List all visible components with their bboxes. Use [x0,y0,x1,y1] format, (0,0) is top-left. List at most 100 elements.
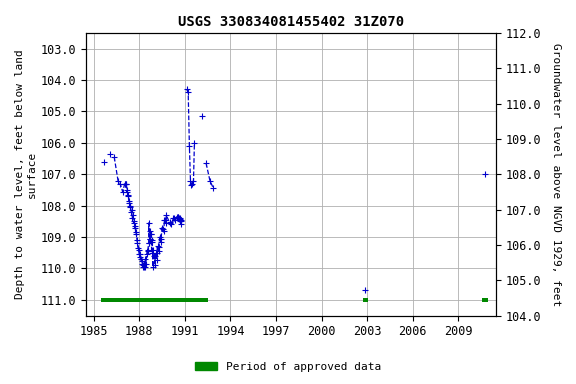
Point [209,185,218,192]
Point [152,257,161,263]
Point [139,261,149,267]
Point [132,229,141,235]
Point [147,250,156,256]
Point [186,177,195,184]
Point [134,245,143,251]
Point [113,177,123,184]
Point [141,256,150,262]
Point [160,217,169,223]
Point [125,198,134,204]
Point [169,215,179,221]
Point [480,171,490,177]
Point [143,248,152,254]
Point [197,113,206,119]
Point [141,264,150,270]
Point [177,222,186,228]
Point [138,264,147,270]
Point [156,239,165,245]
Point [134,247,143,253]
Point [165,220,175,226]
Point [136,254,145,260]
Point [145,235,154,242]
Point [120,180,130,187]
Point [175,216,184,222]
Point [131,231,141,237]
Point [182,86,191,93]
Point [137,258,146,264]
Point [138,262,147,268]
Point [122,180,131,187]
Point [157,225,166,231]
Point [153,243,162,250]
Point [162,212,171,218]
Point [154,244,164,250]
Point [160,217,169,223]
Point [158,226,168,232]
Point [174,214,183,220]
Point [189,177,198,184]
Point [126,204,135,210]
Point [184,89,193,95]
Point [160,228,169,235]
Point [130,223,139,229]
Point [133,240,142,247]
Point [123,193,132,199]
Point [124,192,133,198]
Point [150,253,160,259]
Point [155,234,164,240]
Point [150,262,160,268]
Point [176,217,185,223]
Point [146,231,156,237]
Point [146,231,156,237]
Point [173,214,182,220]
Bar [101,298,207,302]
Point [172,214,181,220]
Title: USGS 330834081455402 31Z070: USGS 330834081455402 31Z070 [178,15,404,29]
Point [175,216,184,222]
Point [129,220,138,226]
Point [149,247,158,253]
Point [144,220,153,226]
Point [128,215,137,221]
Point [132,237,142,243]
Point [118,189,127,195]
Point [169,215,178,221]
Point [142,251,151,257]
Point [136,256,145,262]
Point [127,207,137,214]
Point [135,251,144,257]
Point [120,180,130,187]
Point [188,180,197,187]
Point [166,222,176,228]
Point [185,143,194,149]
Point [174,215,183,221]
Point [145,235,154,242]
Point [142,261,151,267]
Point [177,218,186,224]
Point [205,177,214,184]
Point [127,209,136,215]
Bar [482,298,488,302]
Bar [362,298,368,302]
Point [202,160,211,166]
Point [122,181,131,187]
Point [152,250,161,256]
Point [122,189,131,195]
Point [360,287,369,293]
Point [144,240,153,247]
Point [109,154,119,160]
Point [130,218,139,224]
Point [175,215,184,221]
Point [100,159,109,165]
Point [126,203,135,209]
Point [116,180,125,187]
Point [147,239,157,245]
Point [139,264,149,270]
Point [151,250,161,256]
Point [170,217,179,223]
Point [123,187,132,193]
Point [162,220,171,226]
Point [166,219,175,225]
Y-axis label: Groundwater level above NGVD 1929, feet: Groundwater level above NGVD 1929, feet [551,43,561,306]
Point [150,253,159,259]
